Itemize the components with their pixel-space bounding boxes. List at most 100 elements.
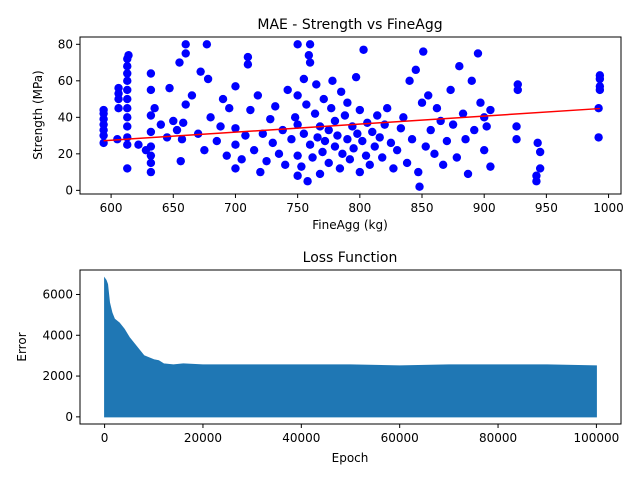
data-point [363,118,372,128]
data-point [287,135,296,144]
x-tick-label: 600 [100,201,123,215]
data-point [333,131,342,140]
data-point [249,145,259,155]
data-point [222,151,231,160]
data-point [146,167,156,177]
data-point [305,58,315,67]
data-point [299,129,309,138]
data-point [281,160,290,169]
y-axis-label: Strength (MPa) [31,70,45,160]
data-point [302,100,311,109]
data-point [432,103,442,113]
data-point [320,136,330,146]
x-axis-label: FineAgg (kg) [312,218,388,232]
data-point [378,153,387,162]
data-point [310,109,320,118]
x-tick-label: 800 [348,201,371,215]
data-point [146,127,156,137]
data-point [181,40,190,49]
data-point [123,85,132,95]
data-point [389,164,398,173]
data-point [411,65,420,75]
data-point [318,147,327,157]
data-point [414,167,423,177]
data-point [146,158,156,168]
data-point [200,145,209,155]
data-point [123,164,132,173]
data-point [595,71,605,80]
data-point [293,91,302,100]
data-point [165,83,174,93]
data-point [368,127,377,137]
data-point [355,167,365,177]
data-point [358,136,367,146]
data-point [458,109,468,118]
data-point [355,105,365,115]
data-point [407,135,417,144]
data-point [535,164,545,173]
y-tick-label: 80 [58,37,73,51]
data-point [241,131,250,140]
data-point [146,85,156,95]
data-point [304,51,314,60]
data-point [438,160,448,169]
x-tick-label: 80000 [479,431,517,445]
data-point [319,94,328,104]
scatter-x-ticks: 600 650 700 750 800 850 900 950 1000 [100,194,624,215]
x-tick-label: 750 [286,201,309,215]
data-point [386,138,396,148]
data-point [348,122,357,131]
data-point [212,136,222,146]
data-point [479,145,489,155]
data-point [313,133,322,142]
mae-scatter-chart: MAE - Strength vs FineAgg 600 650 700 750 80… [31,17,624,232]
data-point [176,156,185,166]
data-point [328,76,337,86]
data-point [123,62,132,71]
data-point [512,122,521,131]
data-point [114,103,123,113]
data-point [424,91,433,100]
data-point [243,60,253,69]
data-point [399,113,408,122]
y-tick-label: 20 [58,147,73,161]
data-point [473,49,483,58]
data-point [308,153,317,162]
y-tick-label: 40 [58,110,73,124]
data-point [123,113,132,122]
data-point [417,98,427,107]
loss-x-ticks: 0 20000 40000 60000 80000 100000 [101,424,619,445]
data-point [196,67,205,76]
data-point [179,118,188,128]
data-point [305,140,315,149]
data-point [330,142,340,151]
data-point [169,116,178,126]
data-point [231,124,240,133]
data-point [299,74,309,84]
scatter-y-ticks: 0 20 40 60 80 [58,37,80,197]
data-point [256,167,265,177]
data-point [512,135,521,144]
data-point [123,140,132,149]
data-point [253,91,263,100]
loss-plot-area [104,276,597,418]
x-tick-label: 700 [224,201,247,215]
data-point [237,155,246,164]
data-point [430,149,439,159]
data-point [392,145,402,155]
data-point [243,52,253,62]
data-point [99,105,108,115]
data-point [293,171,302,180]
data-point [202,40,212,49]
data-point [146,111,156,120]
data-point [421,142,430,151]
data-point [535,147,545,157]
data-point [123,94,132,104]
data-point [455,62,464,71]
data-point [442,136,452,146]
x-tick-label: 40000 [282,431,320,445]
data-point [258,129,268,138]
x-tick-label: 0 [101,431,109,445]
data-point [293,40,302,49]
data-point [297,162,306,171]
